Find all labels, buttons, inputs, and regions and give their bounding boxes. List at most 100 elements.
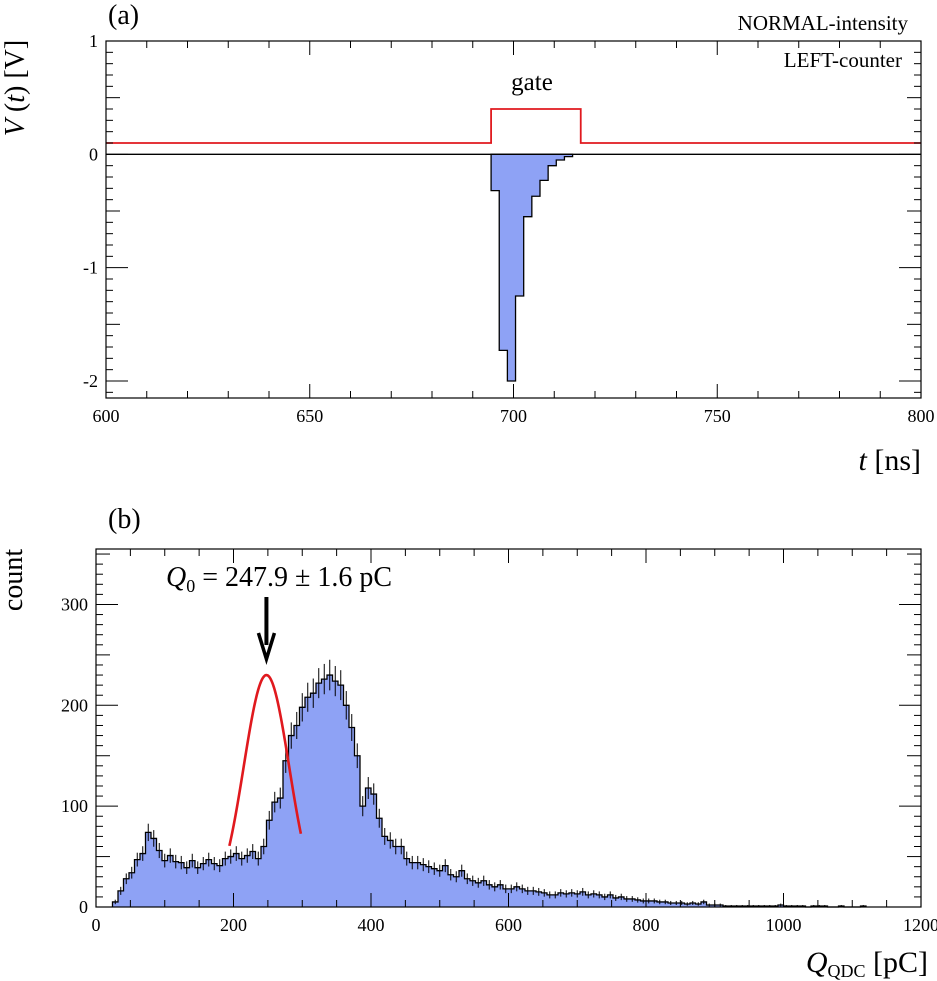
histogram-bin <box>195 867 201 907</box>
histogram-bin <box>464 878 471 907</box>
panel-b-charge-histogram: (b) count QQDC [pC] Q0 = 247.9 ± 1.6 pC … <box>0 504 937 981</box>
histogram-bin <box>162 860 168 907</box>
q0-text: = 247.9 ± 1.6 pC <box>195 562 392 593</box>
histogram-bin <box>442 865 449 907</box>
histogram-bin <box>305 697 311 907</box>
panel-a-y-axis-label: V (t) [V] <box>0 40 31 136</box>
y-tick-label: 0 <box>89 144 98 164</box>
histogram-bin <box>255 858 262 907</box>
annotation-normal-intensity: NORMAL-intensity <box>738 11 909 35</box>
histogram-bin <box>343 705 350 907</box>
histogram-bin <box>184 867 190 907</box>
x-tick-label: 0 <box>92 915 101 935</box>
panel-a-axes: 600 650 700 750 800 -2 -1 0 1 <box>83 31 935 426</box>
histogram-bin <box>266 820 273 907</box>
y-tick-label: 300 <box>61 594 88 614</box>
y-tick-label: 0 <box>79 897 88 917</box>
x-tick-label: 650 <box>296 406 323 426</box>
x-tick-label: 600 <box>495 915 522 935</box>
histogram-bin <box>426 866 432 907</box>
histogram-bin <box>261 846 267 907</box>
histogram-bin <box>404 858 410 907</box>
histogram-bin <box>514 886 520 907</box>
x-tick-label: 800 <box>633 915 660 935</box>
histogram-bin <box>607 894 614 907</box>
histogram-bin <box>596 894 603 907</box>
histogram-bin <box>437 870 443 907</box>
panel-b-y-axis-label: count <box>0 549 29 611</box>
histogram-bin <box>657 901 663 907</box>
y-tick-label: -1 <box>83 258 98 278</box>
histogram-bin <box>217 865 223 907</box>
gaussian-fit-curve <box>228 673 303 847</box>
histogram-bin <box>415 862 421 907</box>
panel-b-x-axis-label: QQDC [pC] <box>806 946 928 981</box>
histogram-bin <box>277 798 284 907</box>
histogram-bin <box>486 884 493 907</box>
histogram-bin <box>178 862 185 907</box>
histogram-bin <box>503 888 509 907</box>
histogram-bin <box>250 851 256 907</box>
histogram-bin <box>536 891 542 907</box>
histogram-bin <box>662 901 669 907</box>
histogram-bin <box>244 855 251 907</box>
histogram-bin <box>470 880 476 907</box>
panel-b-frame <box>95 548 922 908</box>
histogram-bin <box>547 894 553 907</box>
x-tick-label: 700 <box>500 406 527 426</box>
q0-sym: Q <box>166 562 186 593</box>
histogram-bin <box>239 858 245 907</box>
histogram-bin <box>519 888 526 907</box>
histogram-bin <box>321 679 328 907</box>
histogram-bin <box>365 788 372 907</box>
panel-a-x-axis-label: t [ns] <box>859 444 922 477</box>
histogram-bin <box>360 806 366 907</box>
histogram-bin <box>118 890 124 907</box>
histogram-bin <box>316 683 322 907</box>
histogram-bin <box>585 894 592 907</box>
histogram-bin <box>371 794 377 907</box>
histogram-bin <box>338 685 344 907</box>
x-label-unit: [ns] <box>867 444 921 477</box>
x-label-unit: [pC] <box>866 946 929 979</box>
histogram-bin <box>563 893 570 907</box>
histogram-bin <box>222 858 229 907</box>
panel-a-plot-area <box>106 108 921 382</box>
histogram-bin <box>123 878 130 907</box>
histogram-bin <box>200 863 207 907</box>
histogram-bin <box>272 802 278 907</box>
x-label-sub: QDC <box>827 961 865 981</box>
waveform-filled-step <box>490 153 574 382</box>
histogram-bin <box>541 892 548 907</box>
histogram-bin <box>129 872 135 907</box>
histogram-bin <box>233 853 240 907</box>
histogram-bin <box>431 868 438 907</box>
annotation-left-counter: LEFT-counter <box>784 48 902 72</box>
annotation-gate: gate <box>511 69 553 96</box>
y-label-arg: t <box>0 94 31 103</box>
peak-arrow-head <box>256 632 277 665</box>
x-tick-label: 200 <box>220 915 247 935</box>
histogram-bin <box>310 693 317 907</box>
histogram-bin <box>354 755 361 907</box>
histogram-bin <box>552 894 559 907</box>
histogram-bin <box>151 838 157 907</box>
histogram-bin <box>618 896 625 907</box>
histogram-bin <box>558 892 564 907</box>
histogram-bin <box>635 899 641 907</box>
x-tick-label: 800 <box>908 406 935 426</box>
histogram-bin <box>327 675 333 907</box>
histogram-bin <box>580 891 586 907</box>
histogram-bin <box>189 860 196 907</box>
histogram-bin <box>530 890 537 907</box>
histogram-bin <box>393 846 399 907</box>
x-tick-label: 1200 <box>903 915 937 935</box>
gate-signal-line <box>106 108 921 144</box>
x-label-sym: Q <box>806 946 828 979</box>
histogram-bin <box>167 855 174 907</box>
histogram-bin <box>701 901 707 907</box>
histogram-bin <box>134 859 141 907</box>
histogram-bin <box>651 900 658 907</box>
y-label-var: V <box>0 116 31 136</box>
